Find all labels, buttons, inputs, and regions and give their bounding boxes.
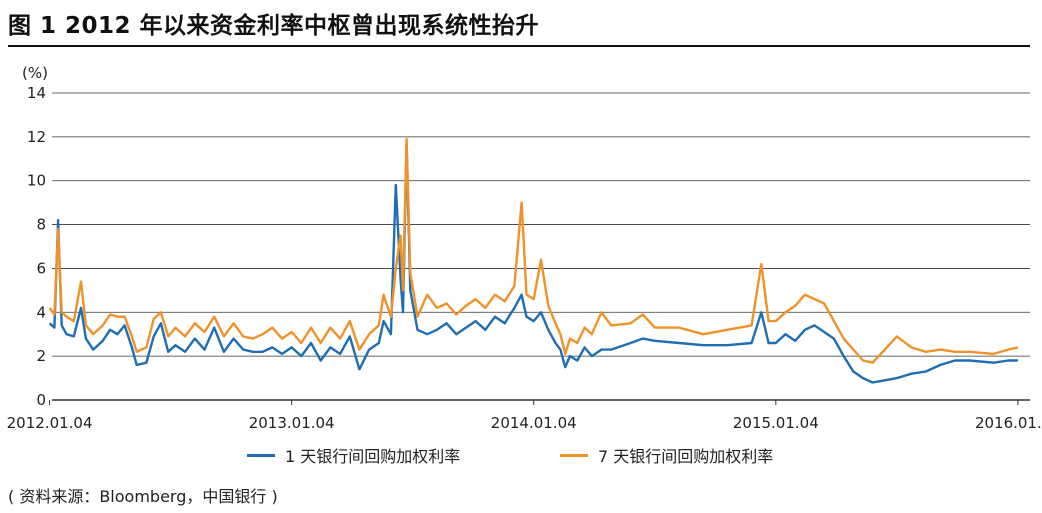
x-axis-ticks: 2012.01.04 2013.01.04 2014.01.04 2015.01.04… (7, 400, 1042, 432)
legend-item-series2: 7 天银行间回购加权利率 (560, 443, 773, 467)
source-note: ( 资料来源：Bloomberg，中国银行 ) (8, 487, 278, 506)
grid-lines (52, 92, 1030, 401)
legend-label-series1: 1 天银行间回购加权利率 (285, 447, 461, 466)
legend-swatch-series1 (247, 453, 275, 457)
y-tick-label: 0 (36, 391, 46, 409)
y-tick-label: 10 (27, 172, 46, 190)
y-tick-label: 8 (36, 216, 46, 234)
y-tick-label: 6 (36, 259, 46, 277)
x-tick-label: 2016.01.04 (975, 414, 1042, 432)
legend-item-series1: 1 天银行间回购加权利率 (247, 443, 460, 467)
y-tick-label: 2 (36, 347, 46, 365)
legend: 1 天银行间回购加权利率 7 天银行间回购加权利率 (0, 443, 1042, 467)
x-tick-label: 2012.01.04 (7, 414, 93, 432)
y-tick-label: 14 (27, 84, 46, 102)
figure-title: 图 1 2012 年以来资金利率中枢曾出现系统性抬升 (8, 13, 540, 39)
x-tick-label: 2014.01.04 (491, 414, 577, 432)
y-tick-label: 12 (27, 128, 46, 146)
y-tick-label: 4 (36, 303, 46, 321)
y-unit-label: (%) (22, 64, 48, 82)
series-line-2 (48, 137, 1019, 364)
title-rule (8, 45, 1030, 47)
series-lines (48, 137, 1019, 384)
y-axis-ticks: 0 2 4 6 8 10 12 14 (27, 84, 46, 409)
series-line-1 (48, 142, 1018, 384)
legend-swatch-series2 (560, 453, 588, 457)
legend-label-series2: 7 天银行间回购加权利率 (598, 447, 774, 466)
x-tick-label: 2015.01.04 (733, 414, 819, 432)
line-chart: 0 2 4 6 8 10 12 14 2012.01.04 2013.01.04 2014.01.… (7, 64, 1042, 432)
x-tick-label: 2013.01.04 (249, 414, 335, 432)
